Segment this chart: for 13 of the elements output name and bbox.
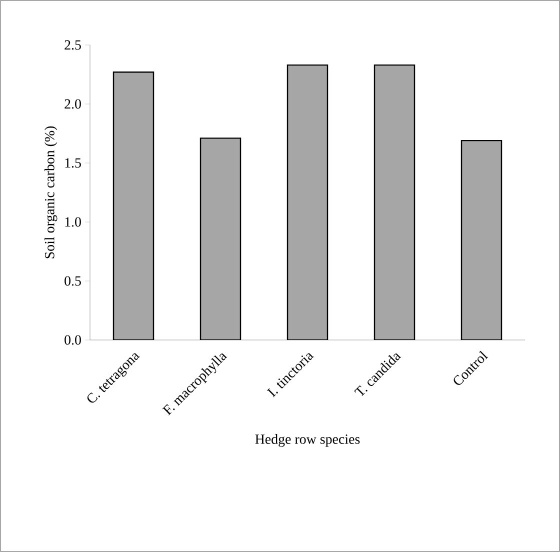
y-tick-label: 0.5 <box>64 276 81 286</box>
x-axis-title: Hedge row species <box>255 434 360 447</box>
y-tick-label: 1.5 <box>65 158 81 168</box>
bar <box>286 64 328 340</box>
bar <box>200 138 242 340</box>
bar <box>112 72 154 340</box>
y-axis-title: Soil organic carbon (%) <box>44 126 58 258</box>
bar <box>460 140 502 340</box>
y-tick-label: 0.0 <box>64 335 81 345</box>
bar <box>374 64 416 340</box>
y-tick-label: 1.0 <box>65 217 81 227</box>
y-tick-label: 2.0 <box>64 99 81 109</box>
y-tick-label: 2.5 <box>64 40 81 50</box>
